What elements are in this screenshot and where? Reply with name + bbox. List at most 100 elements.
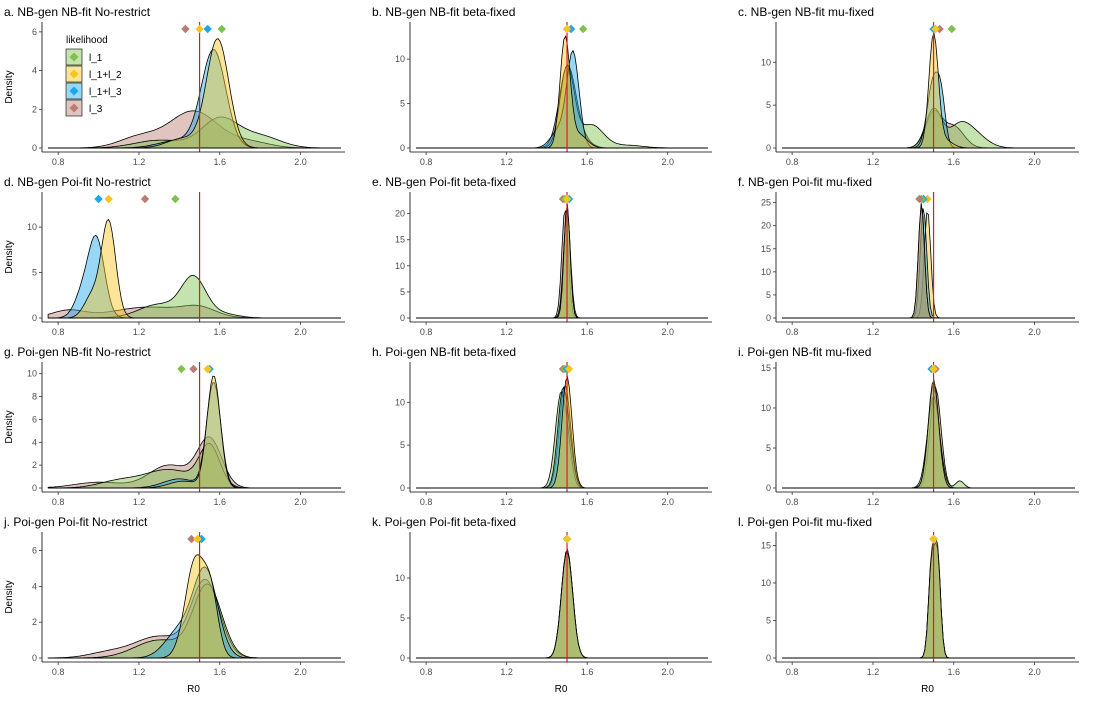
y-tick-label: 4 bbox=[32, 581, 37, 591]
legend-diamond bbox=[69, 103, 79, 113]
mean-diamond-l3 bbox=[187, 534, 196, 544]
x-tick-label: 2.0 bbox=[661, 497, 674, 507]
y-tick-label: 20 bbox=[395, 209, 405, 219]
density-area-l12 bbox=[416, 35, 708, 149]
y-tick-label: 5 bbox=[400, 99, 405, 109]
legend-diamond bbox=[69, 86, 79, 96]
mean-diamond-l12 bbox=[931, 24, 940, 34]
y-tick-label: 5 bbox=[400, 613, 405, 623]
density-area-l12 bbox=[416, 550, 708, 659]
mean-diamond-l13 bbox=[203, 24, 212, 34]
x-tick-label: 2.0 bbox=[661, 327, 674, 337]
y-tick-label: 5 bbox=[400, 287, 405, 297]
panel-title: e. NB-gen Poi-fit beta-fixed bbox=[372, 175, 516, 189]
panel-title: c. NB-gen NB-fit mu-fixed bbox=[738, 5, 874, 19]
y-tick-label: 10 bbox=[27, 369, 37, 379]
x-tick-label: 2.0 bbox=[294, 667, 307, 677]
x-axis-title: R0 bbox=[555, 684, 568, 695]
panel-title: j. Poi-gen Poi-fit No-restrict bbox=[3, 515, 148, 529]
legend-item-l1: l_1 bbox=[65, 48, 103, 66]
x-tick-label: 1.6 bbox=[214, 497, 227, 507]
mean-diamond-l12 bbox=[104, 194, 113, 204]
panel-j: j. Poi-gen Poi-fit No-restrict 0 2 4 6 0.8 1.2… bbox=[3, 515, 345, 695]
mean-diamond-l12 bbox=[929, 364, 938, 374]
density-area-l12 bbox=[782, 537, 1075, 659]
x-tick-label: 2.0 bbox=[1028, 497, 1041, 507]
density-area-l12 bbox=[782, 379, 1075, 489]
y-tick-label: 0 bbox=[400, 653, 405, 663]
mean-diamond-l12 bbox=[929, 534, 938, 544]
legend-item-l3: l_3 bbox=[65, 99, 103, 117]
x-tick-label: 1.6 bbox=[581, 497, 594, 507]
x-tick-label: 1.2 bbox=[133, 667, 146, 677]
x-tick-label: 2.0 bbox=[294, 497, 307, 507]
legend-item-l12: l_1+l_2 bbox=[65, 65, 122, 83]
x-tick-label: 1.6 bbox=[214, 327, 227, 337]
y-tick-label: 15 bbox=[761, 541, 771, 551]
panel-title: g. Poi-gen NB-fit No-restrict bbox=[4, 345, 151, 359]
x-tick-label: 0.8 bbox=[420, 327, 433, 337]
x-tick-label: 2.0 bbox=[661, 157, 674, 167]
y-tick-label: 10 bbox=[761, 267, 771, 277]
x-tick-label: 1.6 bbox=[948, 667, 961, 677]
x-tick-label: 2.0 bbox=[294, 157, 307, 167]
mean-diamond-l1 bbox=[217, 24, 226, 34]
density-area-l12 bbox=[48, 554, 341, 659]
y-tick-label: 0 bbox=[32, 313, 37, 323]
x-tick-label: 1.2 bbox=[867, 157, 880, 167]
y-tick-label: 0 bbox=[32, 143, 37, 153]
mean-diamond-l12 bbox=[562, 194, 572, 204]
y-tick-label: 10 bbox=[761, 578, 771, 588]
x-tick-label: 0.8 bbox=[52, 157, 65, 167]
y-tick-label: 0 bbox=[766, 143, 771, 153]
y-tick-label: 0 bbox=[400, 313, 405, 323]
y-tick-label: 15 bbox=[395, 235, 405, 245]
panel-title: i. Poi-gen NB-fit mu-fixed bbox=[738, 345, 871, 359]
y-tick-label: 10 bbox=[761, 403, 771, 413]
y-tick-label: 0 bbox=[766, 483, 771, 493]
x-tick-label: 0.8 bbox=[786, 157, 799, 167]
x-tick-label: 1.6 bbox=[948, 157, 961, 167]
y-tick-label: 2 bbox=[32, 460, 37, 470]
y-tick-label: 6 bbox=[32, 27, 37, 37]
y-tick-label: 6 bbox=[32, 414, 37, 424]
x-tick-label: 0.8 bbox=[420, 497, 433, 507]
mean-diamond-l12 bbox=[562, 24, 572, 34]
y-tick-label: 10 bbox=[395, 261, 405, 271]
y-tick-label: 6 bbox=[32, 546, 37, 556]
x-tick-label: 1.6 bbox=[214, 667, 227, 677]
y-tick-label: 5 bbox=[766, 616, 771, 626]
x-tick-label: 2.0 bbox=[1028, 667, 1041, 677]
x-tick-label: 2.0 bbox=[1028, 327, 1041, 337]
y-axis-title: Density bbox=[4, 580, 15, 613]
legend-title: likelihood bbox=[66, 35, 108, 46]
x-tick-label: 1.6 bbox=[214, 157, 227, 167]
legend-label: l_1 bbox=[89, 53, 103, 64]
y-tick-label: 25 bbox=[761, 198, 771, 208]
mean-diamond-l12 bbox=[195, 24, 204, 34]
x-tick-label: 1.2 bbox=[133, 327, 146, 337]
y-tick-label: 10 bbox=[27, 222, 37, 232]
x-tick-label: 1.6 bbox=[948, 497, 961, 507]
y-tick-label: 0 bbox=[400, 483, 405, 493]
y-tick-label: 5 bbox=[32, 268, 37, 278]
y-tick-label: 10 bbox=[395, 573, 405, 583]
y-tick-label: 10 bbox=[761, 57, 771, 67]
legend-label: l_1+l_3 bbox=[89, 87, 122, 98]
x-tick-label: 1.2 bbox=[867, 667, 880, 677]
x-tick-label: 0.8 bbox=[786, 497, 799, 507]
y-tick-label: 5 bbox=[400, 440, 405, 450]
mean-diamond-l12 bbox=[562, 534, 572, 544]
panel-title: h. Poi-gen NB-fit beta-fixed bbox=[372, 345, 516, 359]
panel-title: f. NB-gen Poi-fit mu-fixed bbox=[738, 175, 872, 189]
legend-label: l_1+l_2 bbox=[89, 70, 122, 81]
y-tick-label: 0 bbox=[32, 483, 37, 493]
panel-d: d. NB-gen Poi-fit No-restrict 0 5 10 0.8 1.2 1… bbox=[4, 175, 345, 337]
panel-a: a. NB-gen NB-fit No-restrict 0 2 4 6 0.8 1.2 1.… bbox=[4, 5, 345, 167]
y-tick-label: 0 bbox=[32, 653, 37, 663]
y-axis-title: Density bbox=[4, 410, 15, 443]
x-tick-label: 0.8 bbox=[786, 327, 799, 337]
panel-title: k. Poi-gen Poi-fit beta-fixed bbox=[372, 515, 516, 529]
legend: likelihood l_1 l_1+l_2 l_1+l_3 l_3 bbox=[65, 35, 122, 117]
